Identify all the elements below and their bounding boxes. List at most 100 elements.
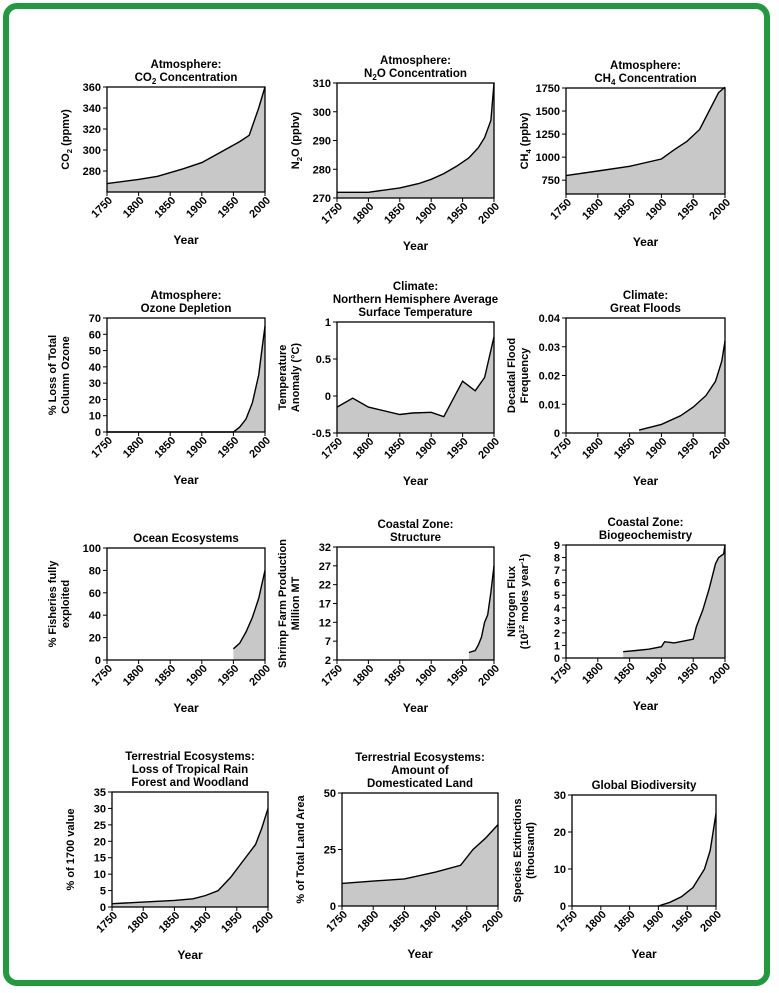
- y-tick-label: 60: [89, 329, 101, 341]
- y-tick-label: 1: [554, 640, 560, 652]
- y-tick-label: -0.5: [312, 428, 331, 440]
- y-tick-label: 7: [554, 565, 560, 577]
- x-axis-label: Year: [633, 699, 659, 713]
- y-tick-label: 0: [554, 653, 560, 665]
- x-tick-label: 2000: [707, 436, 733, 462]
- chart-title: Atmosphere:: [610, 60, 681, 72]
- x-tick-label: 1750: [548, 436, 574, 462]
- x-tick-label: 1800: [356, 909, 382, 935]
- y-tick-label: 320: [83, 124, 101, 136]
- y-tick-label: 5: [554, 590, 560, 602]
- y-tick-label: 0: [560, 901, 566, 913]
- y-axis-label: (1012 moles year-1): [517, 553, 531, 649]
- x-axis-label: Year: [403, 239, 429, 253]
- plot-frame: [111, 791, 269, 908]
- x-tick-label: 1950: [676, 197, 702, 223]
- chart-panel-1: 280 300 320 340 360 1750 1800 1850 1900 1950 2000 Y…: [60, 59, 273, 247]
- chart-title: Coastal Zone:: [607, 517, 683, 529]
- data-line: [111, 808, 269, 905]
- y-tick-label: 15: [94, 853, 106, 865]
- y-tick-label: 8: [554, 553, 560, 565]
- x-tick-label: 1750: [548, 661, 574, 687]
- y-axis-label: CO2 (ppmv): [60, 109, 74, 170]
- chart-title: Atmosphere:: [151, 59, 222, 71]
- chart-title: Forest and Woodland: [131, 777, 248, 789]
- data-line: [658, 813, 717, 907]
- x-tick-label: 2000: [250, 910, 276, 936]
- x-tick-label: 2000: [247, 663, 273, 689]
- y-tick-label: 0.04: [539, 313, 561, 325]
- x-tick-label: 1950: [216, 195, 242, 221]
- area-fill: [623, 545, 725, 658]
- x-tick-label: 1750: [89, 195, 115, 221]
- x-tick-label: 1900: [188, 910, 214, 936]
- y-tick-label: 1250: [536, 129, 560, 141]
- x-tick-label: 1800: [580, 661, 606, 687]
- y-axis-label: Million MT: [290, 576, 302, 630]
- data-line: [623, 544, 726, 653]
- plot-frame: [565, 87, 726, 195]
- x-tick-label: 1850: [153, 195, 179, 221]
- chart-title: Surface Temperature: [358, 307, 472, 319]
- y-tick-label: 27: [319, 561, 331, 573]
- x-tick-label: 1850: [612, 909, 638, 935]
- x-tick-label: 1850: [612, 197, 638, 223]
- chart-title: Loss of Tropical Rain: [132, 764, 248, 776]
- y-tick-label: 20: [554, 827, 566, 839]
- data-line: [337, 82, 495, 193]
- x-tick-label: 1850: [382, 663, 408, 689]
- data-line: [638, 340, 726, 431]
- x-tick-label: 1800: [580, 436, 606, 462]
- y-tick-label: 50: [89, 346, 101, 358]
- x-tick-label: 1900: [414, 201, 440, 227]
- x-tick-label: 2000: [698, 909, 724, 935]
- area-fill: [112, 808, 268, 907]
- data-line: [336, 336, 495, 418]
- chart-title: Northern Hemisphere Average: [333, 294, 498, 306]
- y-tick-label: 35: [94, 787, 106, 799]
- x-axis-label: Year: [633, 235, 659, 249]
- x-tick-label: 1900: [414, 436, 440, 462]
- x-tick-label: 1900: [418, 909, 444, 935]
- chart-title: Great Floods: [610, 303, 681, 315]
- x-tick-label: 2000: [480, 909, 506, 935]
- y-tick-label: 280: [313, 164, 331, 176]
- y-tick-label: 40: [89, 610, 101, 622]
- chart-panel-6: 0 0.01 0.02 0.03 0.04 1750 1800 1850 1900 1950 200…: [506, 290, 733, 488]
- x-axis-label: Year: [403, 474, 429, 488]
- area-fill: [566, 87, 725, 194]
- area-fill: [639, 341, 725, 433]
- x-tick-label: 1850: [382, 436, 408, 462]
- y-axis-label: exploited: [60, 580, 72, 628]
- chart-title: CO2 Concentration: [135, 72, 238, 86]
- x-axis-label: Year: [633, 474, 659, 488]
- area-fill: [107, 87, 265, 192]
- x-tick-label: 2000: [476, 663, 502, 689]
- x-tick-label: 1750: [89, 435, 115, 461]
- y-tick-label: 2: [325, 655, 331, 667]
- y-axis-label: Frequency: [519, 347, 531, 404]
- y-tick-label: 300: [83, 145, 101, 157]
- x-tick-label: 1800: [121, 195, 147, 221]
- y-tick-label: 20: [89, 633, 101, 645]
- y-tick-label: 270: [313, 193, 331, 205]
- chart-title: Ozone Depletion: [141, 303, 232, 315]
- chart-title: Structure: [390, 532, 441, 544]
- x-tick-label: 1950: [670, 909, 696, 935]
- y-tick-label: 50: [324, 788, 336, 800]
- area-fill: [658, 813, 716, 906]
- x-axis-label: Year: [407, 947, 433, 961]
- y-tick-label: 80: [89, 565, 101, 577]
- x-tick-label: 1950: [445, 436, 471, 462]
- data-line: [106, 86, 266, 185]
- x-tick-label: 2000: [707, 197, 733, 223]
- y-axis-label: % Loss of Total: [47, 335, 59, 415]
- y-tick-label: 4: [554, 603, 561, 615]
- x-tick-label: 1900: [644, 197, 670, 223]
- y-axis-label: Shrimp Farm Production: [277, 539, 289, 668]
- x-tick-label: 1850: [612, 661, 638, 687]
- x-tick-label: 1750: [324, 909, 350, 935]
